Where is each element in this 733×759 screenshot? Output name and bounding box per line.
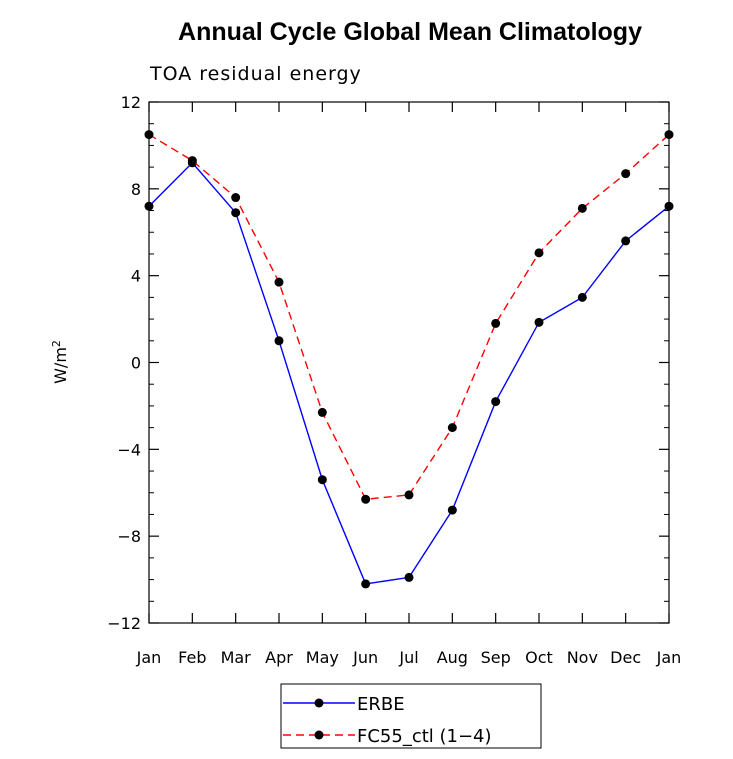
series-point [404, 490, 414, 500]
series-point [577, 203, 587, 213]
x-tick-label: Jul [398, 648, 418, 667]
plot-frame [148, 101, 670, 624]
y-axis-label-superscript: 2 [50, 340, 63, 347]
axis-ticks [148, 101, 670, 624]
series-point [317, 475, 327, 485]
x-tick-label: Nov [567, 648, 598, 667]
legend-label: FC55_ctl (1−4) [357, 726, 492, 747]
series-point [404, 572, 414, 582]
y-tick-label: −4 [117, 440, 141, 459]
x-tick-label: Jun [352, 648, 378, 667]
legend-marker [314, 698, 324, 708]
y-tick-labels: 12 8 4 0 −4 −8 −12 [107, 93, 141, 633]
series-1 [144, 158, 674, 589]
y-tick-label: 0 [131, 354, 141, 373]
legend: ERBE FC55_ctl (1−4) [280, 683, 542, 749]
series-2 [144, 130, 674, 504]
x-tick-label: Apr [265, 648, 293, 667]
series-point [274, 336, 284, 346]
series-point [534, 317, 544, 327]
chart-subtitle: TOA residual energy [149, 63, 362, 85]
series-point [664, 130, 674, 140]
x-tick-label: Aug [437, 648, 468, 667]
series-point [144, 201, 154, 211]
series-point [664, 201, 674, 211]
legend-item: FC55_ctl (1−4) [283, 726, 492, 747]
chart-title: Annual Cycle Global Mean Climatology [178, 18, 642, 46]
series-layer [144, 130, 674, 589]
y-axis-label-base: W/m [51, 347, 70, 384]
legend-items: ERBE FC55_ctl (1−4) [283, 694, 492, 747]
series-point [621, 169, 631, 179]
series-point [144, 130, 154, 140]
series-point [447, 505, 457, 515]
series-point [534, 248, 544, 258]
x-tick-labels: Jan Feb Mar Apr May Jun Jul Aug Sep Oct Nov Dec Jan [136, 648, 682, 667]
legend-marker [314, 730, 324, 740]
y-tick-label: −8 [117, 527, 141, 546]
y-axis-label: W/m2 [50, 340, 71, 384]
legend-item: ERBE [283, 694, 405, 715]
y-tick-label: 12 [121, 93, 141, 112]
series-point [231, 193, 241, 203]
x-tick-label: Jan [656, 648, 682, 667]
x-tick-label: Feb [178, 648, 206, 667]
series-line [148, 161, 670, 585]
x-tick-label: Oct [525, 648, 553, 667]
legend-box [280, 683, 542, 749]
series-point [361, 494, 371, 504]
x-tick-label: May [306, 648, 339, 667]
legend-label: ERBE [357, 694, 405, 715]
series-point [361, 579, 371, 589]
series-point [491, 318, 501, 328]
x-tick-label: Dec [610, 648, 641, 667]
series-point [621, 236, 631, 246]
y-tick-label: −12 [107, 614, 141, 633]
series-point [231, 208, 241, 218]
series-point [317, 407, 327, 417]
x-tick-label: Sep [481, 648, 511, 667]
x-tick-label: Mar [221, 648, 252, 667]
x-tick-label: Jan [136, 648, 162, 667]
series-point [447, 423, 457, 433]
series-point [274, 277, 284, 287]
series-point [577, 292, 587, 302]
series-point [187, 156, 197, 166]
y-tick-label: 4 [131, 267, 141, 286]
series-line [148, 133, 670, 501]
series-point [491, 397, 501, 407]
y-tick-label: 8 [131, 180, 141, 199]
